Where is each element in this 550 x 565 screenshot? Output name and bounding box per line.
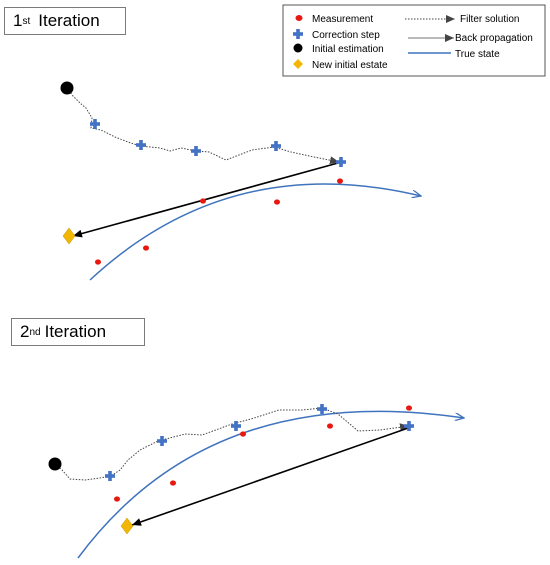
correction-step-marker xyxy=(231,421,241,431)
correction-step-marker xyxy=(271,141,281,151)
correction-step-marker xyxy=(336,157,346,167)
legend-true-state-label: True state xyxy=(455,49,500,60)
measurement-point xyxy=(95,259,101,265)
legend-box xyxy=(282,4,546,77)
measurement-point xyxy=(274,199,280,205)
measurement-point xyxy=(337,178,343,184)
measurement-point xyxy=(200,198,206,204)
measurement-point xyxy=(114,496,120,502)
true-state-curve xyxy=(89,183,421,281)
new-initial-estate-marker xyxy=(120,517,134,535)
correction-step-marker xyxy=(317,404,327,414)
measurement-point xyxy=(240,431,246,437)
initial-estimation-marker xyxy=(60,81,74,95)
correction-step-marker xyxy=(157,436,167,446)
iteration-number: 1 xyxy=(13,11,23,30)
legend-new-initial-label: New initial estate xyxy=(312,60,388,71)
back-propagation-arrow xyxy=(131,426,412,526)
ordinal-suffix: nd xyxy=(29,326,41,338)
black-circle-icon xyxy=(293,43,303,53)
legend-measurement-label: Measurement xyxy=(312,14,373,25)
iteration-word: Iteration xyxy=(38,11,100,30)
correction-step-marker xyxy=(105,471,115,481)
legend-initial-label: Initial estimation xyxy=(312,44,384,55)
ordinal-suffix: st xyxy=(22,15,31,27)
iteration-number: 2 xyxy=(20,322,30,341)
correction-step-marker xyxy=(191,146,201,156)
measurement-point xyxy=(327,423,333,429)
filter-solution-path xyxy=(54,407,410,481)
legend-back-label: Back propagation xyxy=(455,33,533,44)
red-dot-icon xyxy=(295,15,303,21)
legend: Measurement Correction step Initial esti… xyxy=(282,4,546,77)
yellow-diamond-icon xyxy=(293,59,303,69)
true-state-curve xyxy=(77,410,464,559)
initial-estimation-marker xyxy=(48,457,62,471)
first-iteration-diagram xyxy=(60,81,422,281)
filter-solution-path xyxy=(66,87,340,165)
back-propagation-arrow xyxy=(72,162,339,238)
iteration-word: Iteration xyxy=(44,322,107,341)
measurement-point xyxy=(143,245,149,251)
new-initial-estate-marker xyxy=(62,227,76,245)
measurement-point xyxy=(170,480,176,486)
second-iteration-diagram xyxy=(48,404,465,559)
legend-correction-label: Correction step xyxy=(312,30,380,41)
correction-step-marker xyxy=(136,140,146,150)
legend-filter-label: Filter solution xyxy=(460,14,519,25)
measurement-point xyxy=(406,405,412,411)
